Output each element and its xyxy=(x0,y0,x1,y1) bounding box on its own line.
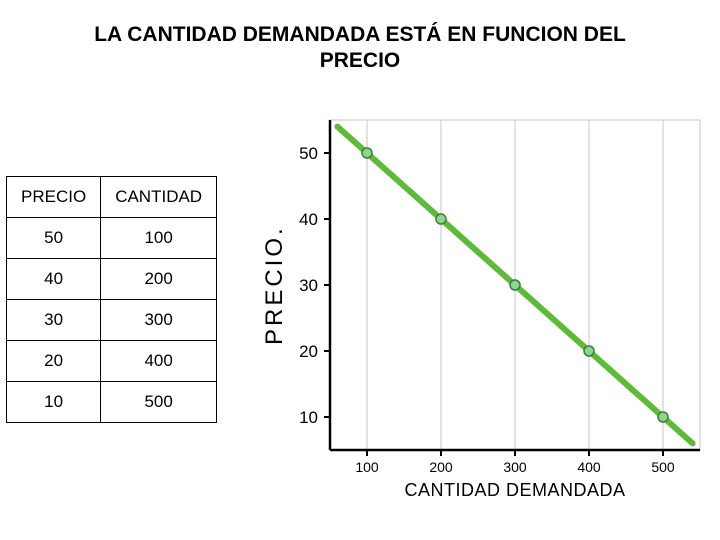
cell-cantidad: 200 xyxy=(101,259,217,300)
cell-cantidad: 300 xyxy=(101,300,217,341)
svg-text:500: 500 xyxy=(651,459,675,475)
cell-precio: 20 xyxy=(7,341,101,382)
svg-text:PRECIO.: PRECIO. xyxy=(261,225,288,345)
svg-text:200: 200 xyxy=(429,459,453,475)
svg-text:40: 40 xyxy=(299,210,318,229)
cell-precio: 50 xyxy=(7,218,101,259)
cell-cantidad: 500 xyxy=(101,382,217,423)
col-header-cantidad: CANTIDAD xyxy=(101,177,217,218)
svg-text:300: 300 xyxy=(503,459,527,475)
svg-text:20: 20 xyxy=(299,342,318,361)
table-row: 20 400 xyxy=(7,341,217,382)
title-line1: LA CANTIDAD DEMANDADA ESTÁ EN FUNCION DE… xyxy=(94,23,626,46)
page-title: LA CANTIDAD DEMANDADA ESTÁ EN FUNCION DE… xyxy=(0,22,720,75)
data-table: PRECIO CANTIDAD 50 100 40 200 30 300 xyxy=(6,176,217,423)
demand-chart: 10 20 30 40 50 100 200 300 400 500 PRECIO. CANTIDAD… xyxy=(260,110,710,530)
cell-precio: 40 xyxy=(7,259,101,300)
svg-text:CANTIDAD DEMANDADA: CANTIDAD DEMANDADA xyxy=(404,480,625,500)
table-row: 40 200 xyxy=(7,259,217,300)
title-line2: PRECIO xyxy=(320,49,401,72)
svg-text:10: 10 xyxy=(299,408,318,427)
table-header-row: PRECIO CANTIDAD xyxy=(7,177,217,218)
col-header-precio: PRECIO xyxy=(7,177,101,218)
svg-text:100: 100 xyxy=(355,459,379,475)
svg-text:50: 50 xyxy=(299,144,318,163)
chart-svg: 10 20 30 40 50 100 200 300 400 500 PRECIO. CANTIDAD… xyxy=(260,110,710,530)
cell-cantidad: 100 xyxy=(101,218,217,259)
svg-text:30: 30 xyxy=(299,276,318,295)
table-row: 30 300 xyxy=(7,300,217,341)
cell-precio: 10 xyxy=(7,382,101,423)
cell-cantidad: 400 xyxy=(101,341,217,382)
table-row: 50 100 xyxy=(7,218,217,259)
svg-text:400: 400 xyxy=(577,459,601,475)
cell-precio: 30 xyxy=(7,300,101,341)
table-row: 10 500 xyxy=(7,382,217,423)
content-area: PRECIO CANTIDAD 50 100 40 200 30 300 xyxy=(0,150,720,540)
data-table-wrap: PRECIO CANTIDAD 50 100 40 200 30 300 xyxy=(6,176,217,423)
